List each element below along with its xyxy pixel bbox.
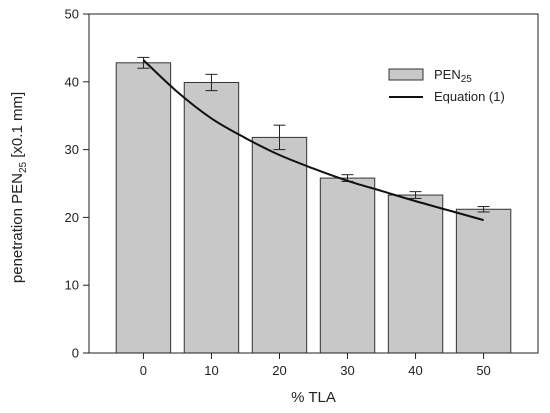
error-bar-20 [273,124,286,151]
x-tick-label: 50 [476,363,490,378]
x-tick-label: 10 [204,363,218,378]
y-tick-label: 30 [65,142,79,157]
legend-line-label: Equation (1) [434,89,505,104]
y-tick-label: 0 [72,346,79,361]
legend: PEN25 Equation (1) [388,67,505,104]
bar-series [115,62,512,354]
x-tick-label: 30 [340,363,354,378]
y-tick-label: 40 [65,74,79,89]
error-bar-0 [137,56,150,69]
y-axis-title-suffix: [x0.1 mm] [9,92,26,162]
bar-40 [387,194,444,354]
x-tick-label: 0 [140,363,147,378]
bar-30 [319,177,376,354]
x-ticks: 0 10 20 30 40 50 [140,353,491,378]
x-tick-label: 40 [408,363,422,378]
y-axis-title-subscript: 25 [18,161,29,173]
y-tick-label: 10 [65,278,79,293]
legend-bar-swatch [388,68,424,81]
legend-bar-label: PEN25 [434,67,472,85]
bar-0 [115,62,172,354]
y-ticks: 0 10 20 30 40 50 [65,7,89,361]
bar-10 [183,81,240,354]
y-axis-title-prefix: penetration PEN [9,173,26,283]
y-tick-label: 50 [65,7,79,22]
x-axis-title: % TLA [291,389,336,406]
error-bar-40 [409,191,422,199]
equation-line [142,59,484,222]
bar-20 [251,136,308,354]
x-tick-label: 20 [272,363,286,378]
error-bar-50 [477,206,490,213]
axes-frame [88,13,539,354]
error-bar-10 [205,73,218,92]
bar-50 [455,208,512,354]
y-tick-label: 20 [65,210,79,225]
legend-bar-label-subscript: 25 [461,74,473,85]
axes [88,13,539,354]
y-axis-title: penetration PEN25 [x0.1 mm] [9,92,29,283]
legend-bar-label-prefix: PEN [434,67,461,82]
